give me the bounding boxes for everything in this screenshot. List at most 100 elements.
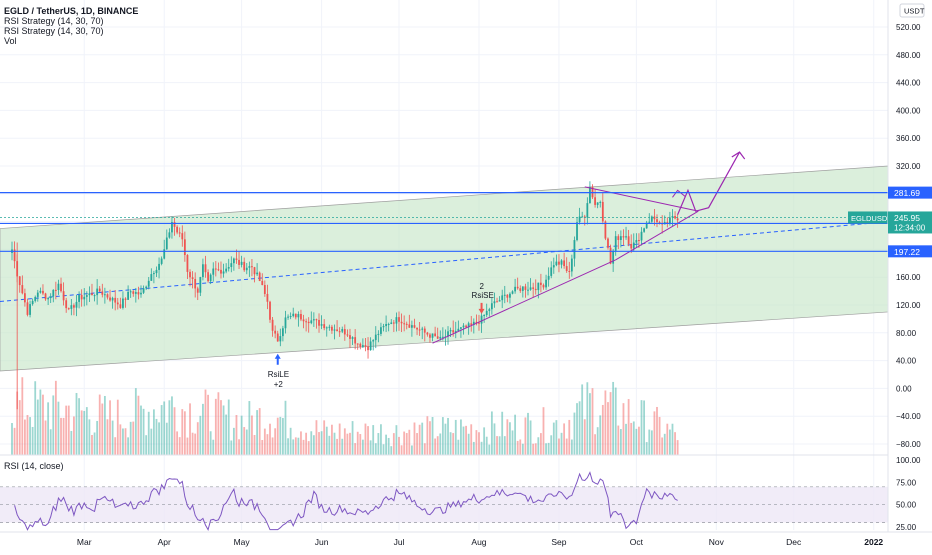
volume-bar xyxy=(645,442,648,455)
candle-body xyxy=(158,263,160,270)
rsi-legend[interactable]: RSI (14, close) xyxy=(4,461,64,471)
candle-body xyxy=(483,315,486,317)
volume-bar xyxy=(658,416,661,455)
volume-bar xyxy=(256,410,258,455)
volume-bar xyxy=(421,422,424,455)
candle-body xyxy=(377,333,380,335)
volume-bar xyxy=(36,399,39,455)
candle-body xyxy=(511,291,514,294)
candle-body xyxy=(617,236,620,240)
volume-bar xyxy=(601,404,604,455)
volume-bar xyxy=(191,432,194,455)
last-price-label: 245.95 xyxy=(894,213,920,223)
candle-body xyxy=(122,298,124,308)
candle-body xyxy=(315,319,318,321)
volume-bar xyxy=(171,396,173,455)
volume-bar xyxy=(560,432,563,455)
volume-bar xyxy=(612,381,615,455)
volume-bar xyxy=(385,434,387,455)
candle-body xyxy=(150,274,153,281)
volume-bar xyxy=(24,419,26,455)
candle-body xyxy=(607,238,609,248)
volume-bar xyxy=(426,416,429,455)
volume-bar xyxy=(356,431,359,455)
volume-bar xyxy=(34,381,37,455)
candle-body xyxy=(540,282,542,285)
candle-body xyxy=(320,324,323,326)
volume-bar xyxy=(676,440,679,455)
candle-body xyxy=(31,300,34,305)
legend-volume[interactable]: Vol xyxy=(4,36,17,46)
candle-body xyxy=(436,336,439,339)
volume-bar xyxy=(29,417,31,455)
candle-body xyxy=(343,329,346,335)
volume-bar xyxy=(555,420,558,455)
volume-bar xyxy=(83,410,86,455)
volume-bar xyxy=(472,441,475,455)
volume-bar xyxy=(96,420,99,455)
candle-body xyxy=(24,293,26,303)
volume-bar xyxy=(54,380,57,455)
candle-body xyxy=(18,276,21,286)
candle-body xyxy=(49,296,52,299)
volume-bar xyxy=(498,436,501,455)
legend-indicator-2[interactable]: RSI Strategy (14, 30, 70) xyxy=(4,26,104,36)
volume-bar xyxy=(349,432,351,455)
volume-bar xyxy=(282,417,284,455)
volume-bar xyxy=(441,417,444,455)
volume-bar xyxy=(78,398,80,455)
candle-body xyxy=(645,222,648,229)
volume-bar xyxy=(514,414,516,455)
volume-bar xyxy=(467,433,470,455)
candle-body xyxy=(132,291,135,294)
legend-title[interactable]: EGLD / TetherUS, 1D, BINANCE xyxy=(4,6,139,16)
volume-bar xyxy=(570,439,573,455)
volume-bar xyxy=(261,440,264,455)
candle-body xyxy=(570,258,573,272)
volume-bar xyxy=(147,411,150,455)
candle-body xyxy=(552,265,555,268)
candle-body xyxy=(454,331,457,333)
candle-body xyxy=(349,335,351,339)
candle-body xyxy=(405,323,408,325)
volume-bar xyxy=(251,415,253,455)
volume-bar xyxy=(390,446,393,455)
candle-body xyxy=(447,331,449,337)
volume-bar xyxy=(599,415,602,455)
candle-body xyxy=(674,216,676,219)
volume-bar xyxy=(111,420,114,455)
candle-body xyxy=(165,237,168,250)
volume-bar xyxy=(509,422,511,455)
volume-bar xyxy=(42,394,44,455)
volume-bar xyxy=(75,392,78,455)
rsi-tick-label: 100.00 xyxy=(896,456,921,465)
candle-body xyxy=(171,222,173,233)
volume-bar xyxy=(279,416,282,455)
candle-body xyxy=(372,340,375,342)
volume-bar xyxy=(519,439,522,455)
volume-bar xyxy=(88,419,91,455)
price-tick-label: 400.00 xyxy=(896,106,921,115)
candle-body xyxy=(361,345,364,347)
long-signal-qty: +2 xyxy=(274,380,284,389)
volume-bar xyxy=(447,417,449,455)
drawings-layer[interactable] xyxy=(432,151,746,344)
volume-bar xyxy=(650,430,653,455)
candle-body xyxy=(282,328,284,337)
legend-indicator-1[interactable]: RSI Strategy (14, 30, 70) xyxy=(4,16,104,26)
candle-body xyxy=(336,329,338,332)
volume-bar xyxy=(568,419,571,455)
volume-bar xyxy=(648,429,651,455)
candle-body xyxy=(183,239,186,256)
volume-bar xyxy=(65,405,68,455)
candle-body xyxy=(640,231,643,241)
candle-body xyxy=(127,291,129,300)
candle-body xyxy=(21,285,24,294)
volume-bar xyxy=(91,434,93,455)
candle-body xyxy=(457,328,460,332)
time-tick-label: Aug xyxy=(471,537,486,547)
candle-body xyxy=(392,322,395,324)
volume-bar xyxy=(274,428,277,455)
volume-bar xyxy=(132,421,135,455)
